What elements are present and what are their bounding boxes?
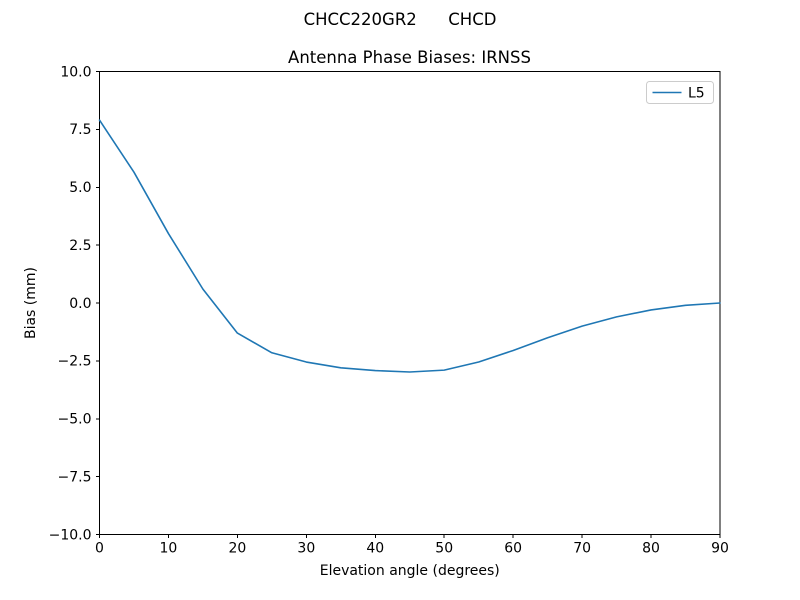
- y-tick-label: 5.0: [69, 180, 91, 196]
- y-tick-label: 7.5: [69, 122, 91, 138]
- x-tick-label: 90: [711, 541, 729, 557]
- plot-frame: [99, 71, 721, 535]
- figure-suptitle: CHCC220GR2 CHCD: [303, 10, 497, 29]
- x-tick-label: 20: [228, 541, 246, 557]
- x-tick-label: 60: [504, 541, 522, 557]
- y-axis-label: Bias (mm): [23, 267, 39, 339]
- x-tick-label: 80: [642, 541, 660, 557]
- x-axis-label: Elevation angle (degrees): [320, 563, 500, 579]
- y-tick-label: 0.0: [69, 296, 91, 312]
- y-tick-label: 10.0: [60, 64, 91, 80]
- x-tick-label: 50: [435, 541, 453, 557]
- y-tick-label: −7.5: [58, 469, 92, 485]
- y-axis-ticks: −10.0 −7.5 −5.0 −2.5 0.0 2.5 5.0 7.5 10.0: [49, 64, 100, 543]
- x-tick-label: 0: [95, 541, 104, 557]
- x-tick-label: 40: [366, 541, 384, 557]
- y-tick-label: −10.0: [49, 527, 92, 543]
- legend: L5: [646, 81, 714, 104]
- y-tick-label: −2.5: [58, 354, 92, 370]
- y-tick-label: −5.0: [58, 412, 92, 428]
- y-tick-label: 2.5: [69, 238, 91, 254]
- x-tick-label: 30: [297, 541, 315, 557]
- chart-title: Antenna Phase Biases: IRNSS: [288, 48, 531, 67]
- x-tick-label: 10: [160, 541, 178, 557]
- x-tick-label: 70: [573, 541, 591, 557]
- legend-label-l5: L5: [688, 86, 705, 102]
- x-axis-ticks: 0 10 20 30 40 50 60 70 80 90: [95, 534, 729, 557]
- series-line-l5: [98, 119, 721, 373]
